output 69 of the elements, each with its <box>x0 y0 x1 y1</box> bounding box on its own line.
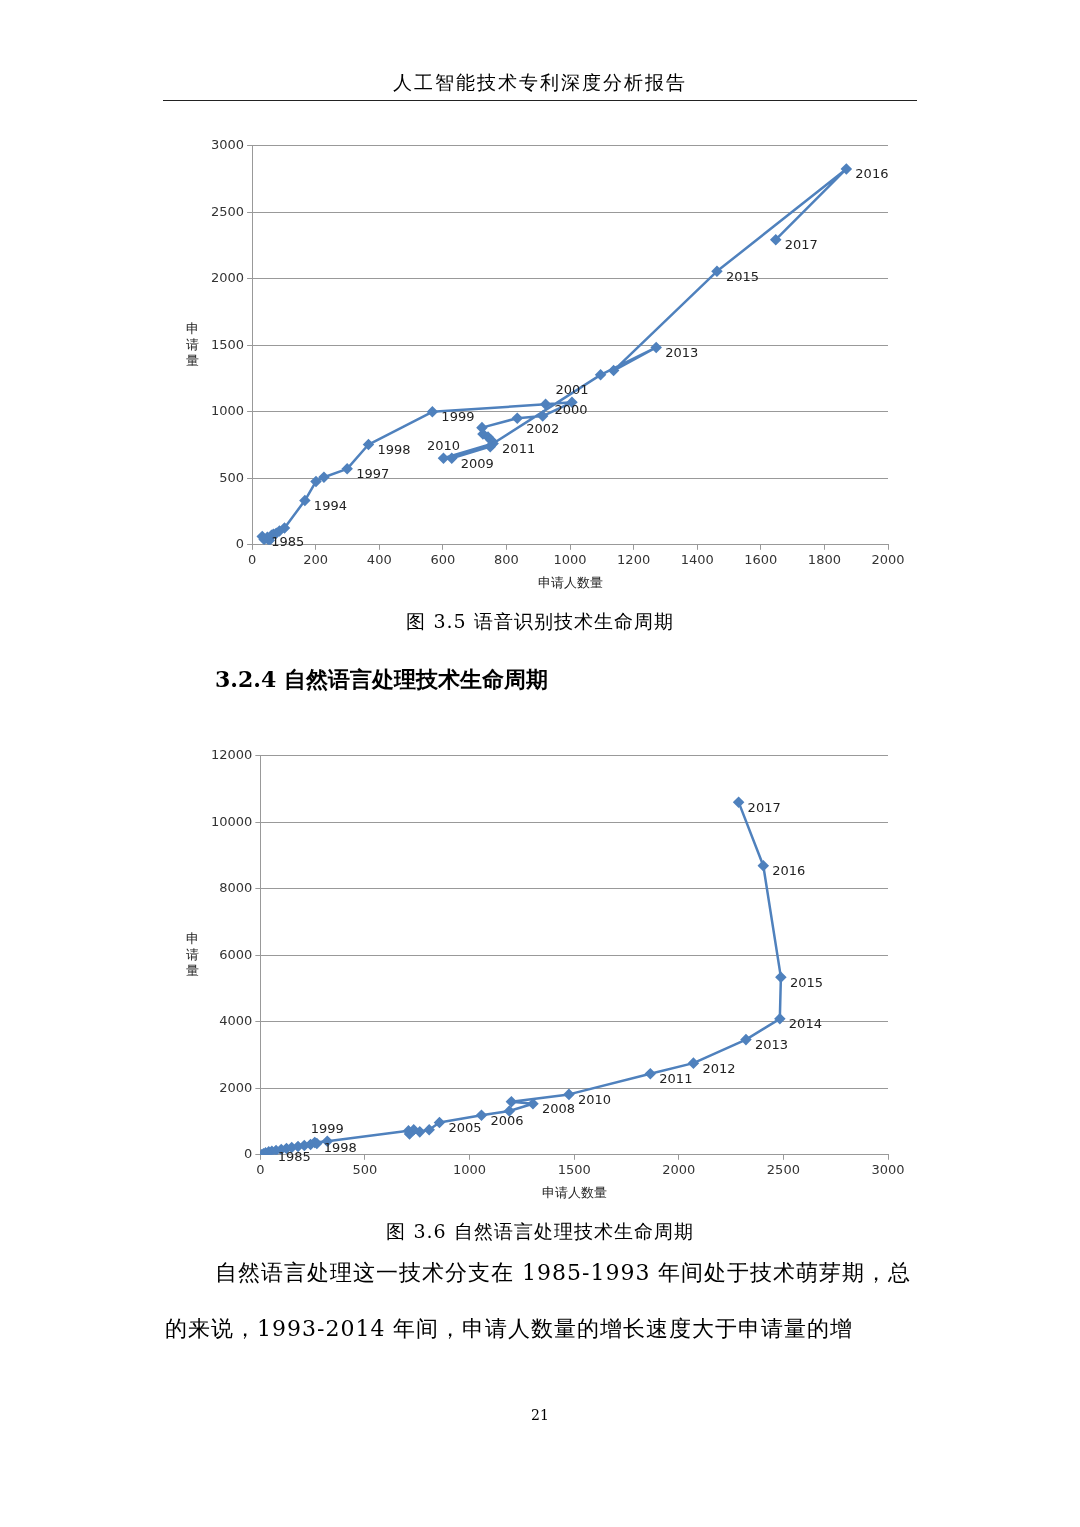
x-tick-label: 1000 <box>553 551 587 567</box>
annotation: 2015 <box>725 268 760 284</box>
y-tick-label: 6000 <box>219 946 253 962</box>
text: 自然语言处理这一技术分支在 1985-1993 年间处于技术萌芽期，总的来说，1993-2014 年间，申请人数量的增长速度大于申请量的增 <box>165 1260 912 1341</box>
x-axis-title: 申请人数量 <box>541 1184 607 1200</box>
y-tick-label: 4000 <box>219 1013 253 1029</box>
y-tick-label: 2000 <box>210 270 245 286</box>
annotation: 2011 <box>502 440 536 456</box>
x-tick-label: 3000 <box>871 1161 905 1177</box>
y-tick-label: 1000 <box>210 403 245 419</box>
y-tick-label: 10000 <box>211 813 253 829</box>
annotation: 1998 <box>323 1139 357 1155</box>
x-tick-label: 400 <box>366 551 392 567</box>
annotation: 2013 <box>665 344 699 360</box>
annotation: 2014 <box>788 1016 822 1032</box>
text: 3.2.4 自然语言处理技术生命周期 <box>215 665 549 694</box>
y-tick-label: 0 <box>244 1146 253 1162</box>
y-tick-label: 3000 <box>210 137 245 153</box>
annotation: 2010 <box>426 437 461 453</box>
annotation: 1994 <box>313 497 347 513</box>
annotation: 1999 <box>310 1120 344 1136</box>
text: 图 3.5 语音识别技术生命周期 <box>405 609 675 634</box>
x-tick-label: 1600 <box>744 551 778 567</box>
x-tick-label: 500 <box>352 1161 378 1177</box>
x-tick-label: 1400 <box>680 551 714 567</box>
annotation: 1997 <box>356 466 390 482</box>
annotation: 2008 <box>541 1101 576 1117</box>
annotation: 2006 <box>490 1112 524 1128</box>
x-tick-label: 2000 <box>662 1161 696 1177</box>
annotation: 1985 <box>277 1149 311 1165</box>
annotation: 1999 <box>441 409 475 425</box>
annotation: 2011 <box>659 1071 693 1087</box>
annotation: 2015 <box>789 974 823 990</box>
x-tick-label: 2500 <box>766 1161 800 1177</box>
x-axis-title: 申请人数量 <box>537 574 603 590</box>
annotation: 2017 <box>784 237 818 253</box>
x-tick-label: 1800 <box>807 551 841 567</box>
x-tick-label: 0 <box>256 1161 265 1177</box>
annotation: 2002 <box>526 421 560 437</box>
y-tick-label: 2500 <box>210 203 245 219</box>
annotation: 1998 <box>377 441 411 457</box>
x-tick-label: 2000 <box>871 551 905 567</box>
x-tick-label: 800 <box>494 551 519 567</box>
annotation: 2010 <box>577 1091 612 1107</box>
annotation: 2016 <box>772 863 806 879</box>
y-tick-label: 0 <box>235 536 245 552</box>
text: 21 <box>530 1407 550 1423</box>
y-tick-label: 8000 <box>219 880 253 896</box>
x-tick-label: 1000 <box>453 1161 487 1177</box>
annotation: 2012 <box>702 1060 736 1076</box>
x-tick-label: 1500 <box>557 1161 591 1177</box>
annotation: 2009 <box>460 455 494 471</box>
annotation: 2016 <box>855 166 889 182</box>
annotation: 2005 <box>448 1119 482 1135</box>
y-tick-label: 2000 <box>219 1079 253 1095</box>
annotation: 1985 <box>271 533 305 549</box>
x-tick-label: 1200 <box>617 551 651 567</box>
y-tick-label: 1500 <box>210 336 245 352</box>
y-axis-title: 申请量 <box>185 320 199 368</box>
x-tick-label: 200 <box>303 551 329 567</box>
y-tick-label: 500 <box>219 469 245 485</box>
annotation: 2000 <box>554 401 588 417</box>
text: 图 3.6 自然语言处理技术生命周期 <box>385 1219 695 1244</box>
y-tick-label: 12000 <box>211 747 253 763</box>
x-tick-label: 600 <box>430 551 456 567</box>
y-axis-title: 申请量 <box>185 930 199 978</box>
annotation: 2013 <box>754 1037 789 1052</box>
annotation: 2017 <box>747 799 781 815</box>
text: 人工智能技术专利深度分析报告 <box>163 70 917 101</box>
